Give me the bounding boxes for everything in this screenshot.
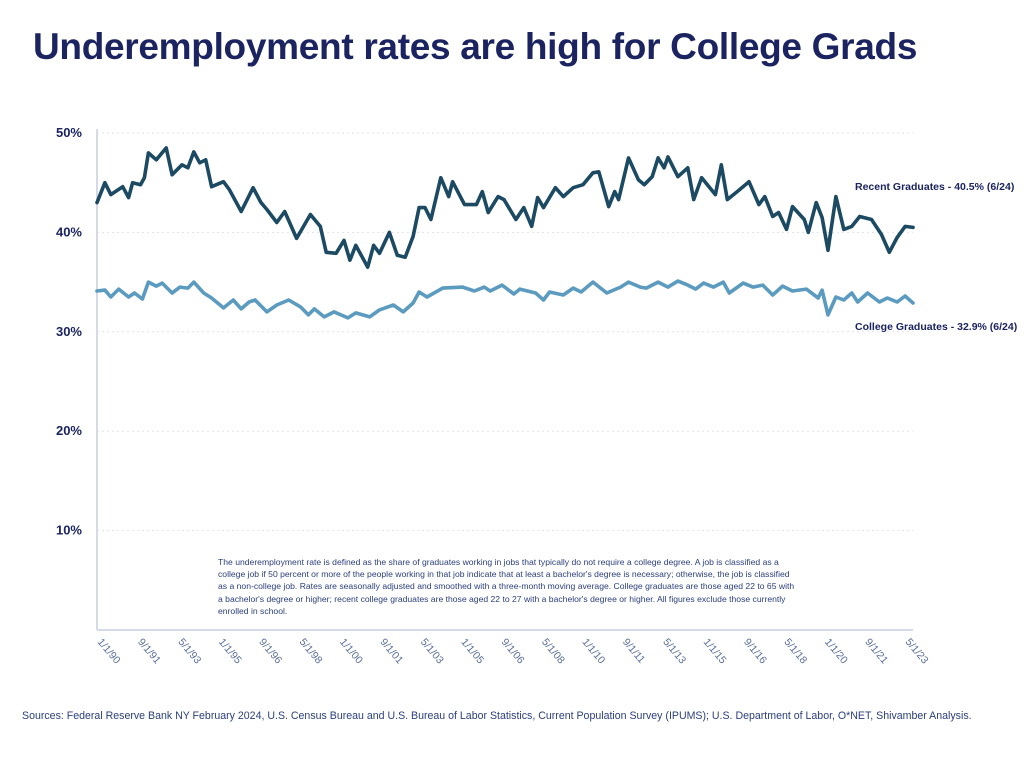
x-tick-label: 5/1/03: [418, 636, 446, 666]
series-lines: [95, 146, 915, 320]
x-axis-ticks: 1/1/90 9/1/91 5/1/93 1/1/95 9/1/96 5/1/98 1/1/…: [95, 636, 931, 666]
methodology-note: The underemployment rate is defined as t…: [218, 557, 795, 616]
x-tick-label: 5/1/98: [297, 636, 325, 666]
x-tick-label: 1/1/90: [95, 636, 123, 666]
y-tick-label: 20%: [56, 423, 82, 438]
college-graduates-label: College Graduates - 32.9% (6/24): [855, 321, 1017, 333]
axes: [96, 129, 913, 631]
x-tick-label: 9/1/96: [256, 636, 284, 666]
gridlines: [97, 132, 913, 532]
y-tick-label: 50%: [56, 125, 82, 140]
x-tick-label: 5/1/23: [903, 636, 931, 666]
series-labels: Recent Graduates - 40.5% (6/24) College G…: [855, 181, 1017, 333]
y-tick-label: 30%: [56, 324, 82, 339]
recent-graduates-line: [95, 146, 915, 269]
sources-footnote: Sources: Federal Reserve Bank NY Februar…: [22, 710, 972, 722]
x-tick-label: 9/1/06: [499, 636, 527, 666]
x-tick-label: 1/1/95: [216, 636, 244, 666]
y-tick-label: 40%: [56, 224, 82, 239]
x-tick-label: 9/1/21: [862, 636, 890, 666]
y-axis-ticks: 10% 20% 30% 40% 50%: [56, 125, 82, 538]
x-tick-label: 5/1/93: [176, 636, 204, 666]
x-tick-label: 1/1/15: [701, 636, 729, 666]
x-tick-label: 9/1/91: [135, 636, 163, 666]
x-tick-label: 5/1/18: [782, 636, 810, 666]
recent-graduates-label: Recent Graduates - 40.5% (6/24): [855, 181, 1014, 193]
x-tick-label: 9/1/16: [741, 636, 769, 666]
x-tick-label: 1/1/05: [458, 636, 486, 666]
x-tick-label: 1/1/20: [822, 636, 850, 666]
x-tick-label: 9/1/01: [378, 636, 406, 666]
x-tick-label: 5/1/08: [539, 636, 567, 666]
x-tick-label: 9/1/11: [620, 636, 648, 666]
x-tick-label: 5/1/13: [660, 636, 688, 666]
college-graduates-line: [95, 279, 915, 320]
y-tick-label: 10%: [56, 523, 82, 538]
x-tick-label: 1/1/10: [580, 636, 608, 666]
chart-title: Underemployment rates are high for Colle…: [33, 26, 918, 67]
x-tick-label: 1/1/00: [337, 636, 365, 666]
